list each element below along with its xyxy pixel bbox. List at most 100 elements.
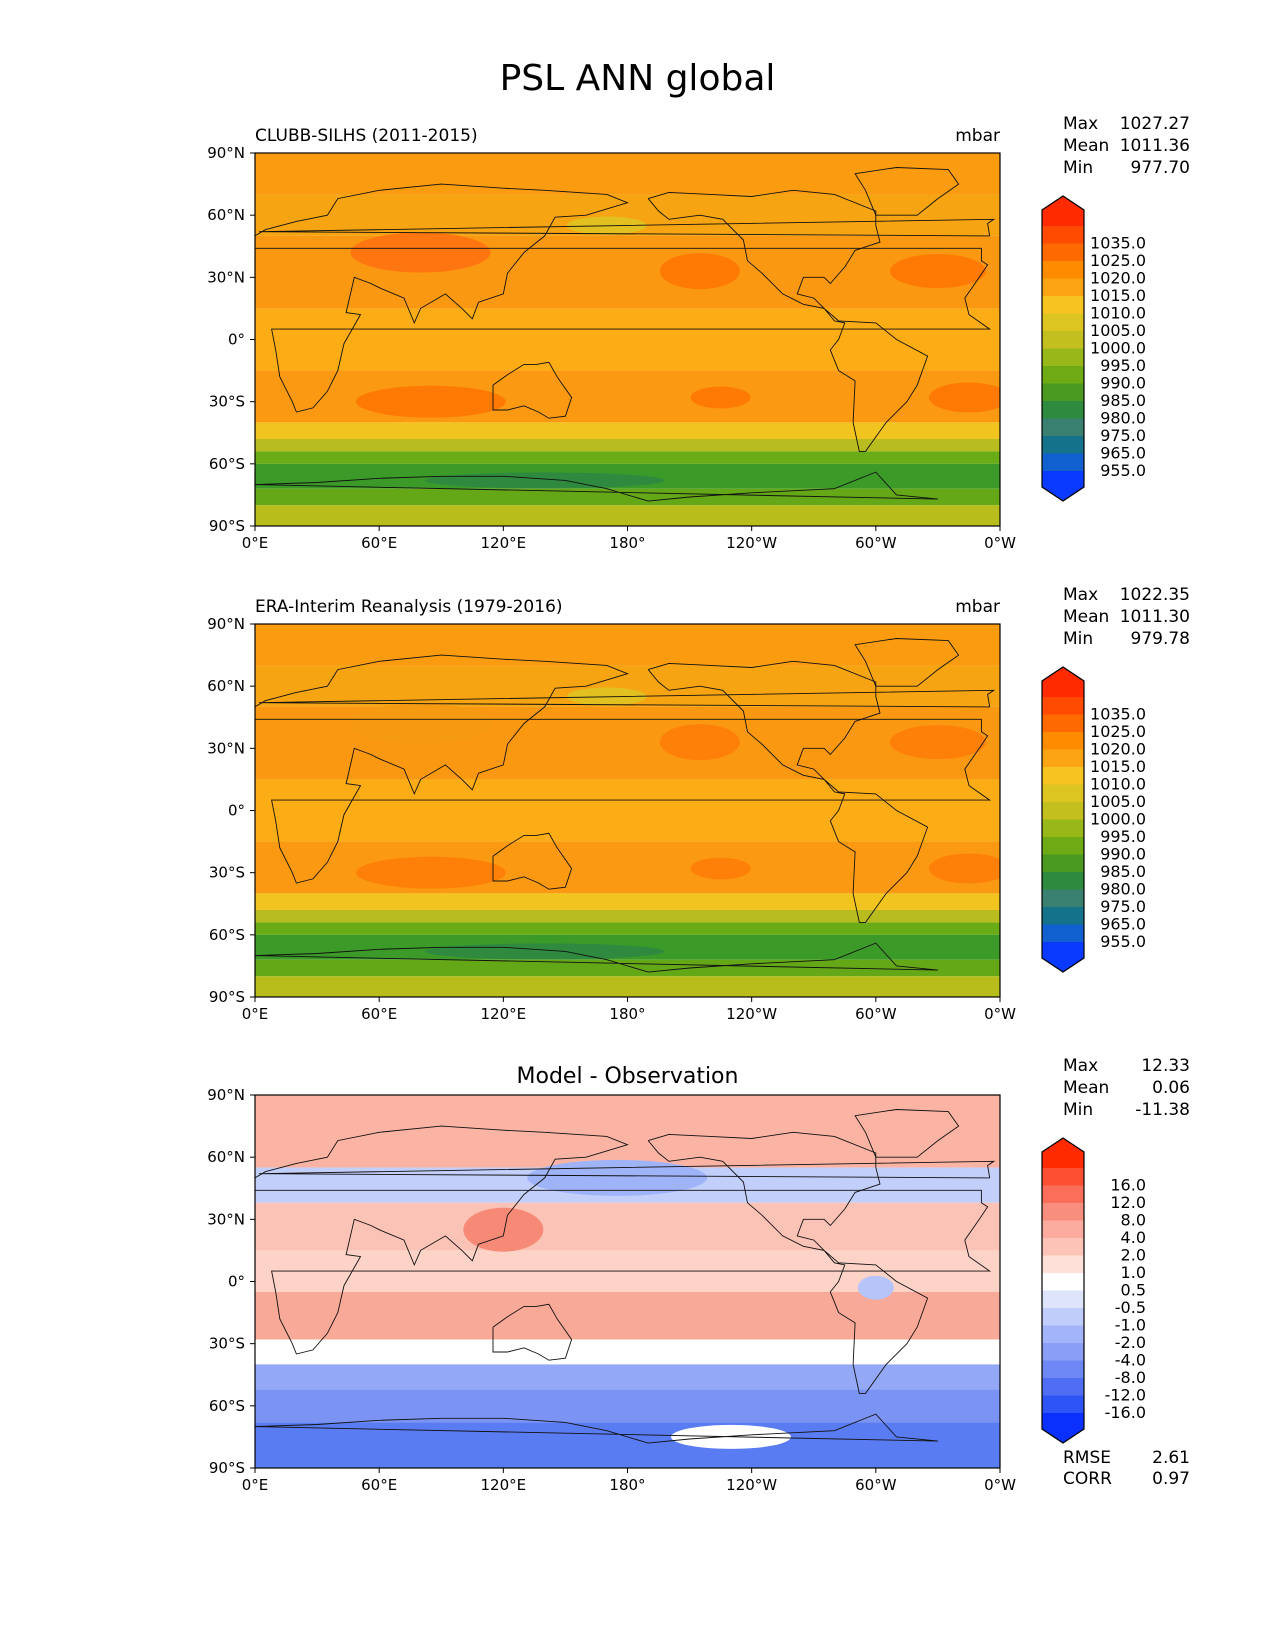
lat-tick-label: 0° [228, 331, 245, 349]
colorbar-segment [1042, 348, 1084, 367]
colorbar-segment [1042, 1220, 1084, 1239]
colorbar-segment [1042, 243, 1084, 262]
colorbar-label: 990.0 [1100, 845, 1146, 864]
colorbar-label: 1015.0 [1090, 286, 1146, 305]
lon-tick-label: 120°E [481, 534, 527, 552]
colorbar-segment [1042, 418, 1084, 437]
lat-tick-label: 30°S [209, 393, 245, 411]
lat-tick-label: 60°N [207, 1148, 245, 1166]
pressure-field [255, 153, 1000, 526]
colorbar-segment [1042, 436, 1084, 454]
colorbar-label: 990.0 [1100, 374, 1146, 393]
stat-value-min: -11.38 [1135, 1100, 1190, 1120]
colorbar-segment [1042, 1395, 1084, 1414]
panel-title: CLUBB-SILHS (2011-2015) [255, 126, 478, 146]
colorbar-label: -2.0 [1115, 1333, 1146, 1352]
colorbar-label: -0.5 [1115, 1298, 1146, 1317]
colorbar-label: 980.0 [1100, 409, 1146, 428]
coastline [255, 1125, 992, 1355]
coastline [492, 832, 573, 890]
colorbar-segment [1042, 383, 1084, 402]
lat-tick-label: 90°S [209, 988, 245, 1006]
coastline [255, 654, 992, 884]
colorbar-segment [1042, 1325, 1084, 1344]
colorbar-label: 955.0 [1100, 461, 1146, 480]
colorbar-segment [1042, 732, 1084, 750]
stat-value-corr: 0.97 [1152, 1469, 1190, 1489]
colorbar-segment [1042, 784, 1084, 803]
panel-obs: 90°N 60°N 30°N 0° 30°S 60°S 90°S0°E 60°E 120°E 18… [207, 585, 1190, 1023]
lat-tick-label: 30°N [207, 739, 245, 757]
colorbar-label: 965.0 [1100, 444, 1146, 463]
lon-tick-label: 180° [609, 1005, 645, 1023]
lon-tick-label: 0°E [242, 1476, 269, 1494]
colorbar-segment [1042, 1203, 1084, 1221]
colorbar-segment [1042, 1343, 1084, 1361]
colorbar-segment [1042, 1308, 1084, 1326]
colorbar-segment [1042, 1255, 1084, 1274]
stat-value-mean: 1011.30 [1120, 607, 1190, 627]
colorbar-label: 1025.0 [1090, 251, 1146, 270]
pressure-field [255, 624, 1000, 997]
lat-tick-label: 60°S [209, 1397, 245, 1415]
stat-label-rmse: RMSE [1063, 1448, 1111, 1468]
stat-label-mean: Mean [1063, 607, 1109, 627]
colorbar-segment [1042, 854, 1084, 873]
coastline [255, 183, 992, 413]
panel-units: mbar [955, 126, 1000, 146]
colorbar-segment [1042, 296, 1084, 314]
colorbar-label: 980.0 [1100, 880, 1146, 899]
colorbar-segment [1042, 767, 1084, 785]
coastline [647, 1131, 929, 1394]
colorbar-label: 0.5 [1121, 1281, 1146, 1300]
colorbar-min-extend [1042, 1413, 1084, 1443]
coastline [854, 1109, 960, 1158]
colorbar-segment [1042, 1378, 1084, 1396]
lat-tick-label: 0° [228, 1273, 245, 1291]
colorbar-segment [1042, 1168, 1084, 1186]
stat-label-mean: Mean [1063, 136, 1109, 156]
coastline [854, 167, 960, 216]
colorbar-segment [1042, 872, 1084, 890]
coastline [492, 361, 573, 419]
lon-tick-label: 0°W [984, 534, 1016, 552]
stat-label-mean: Mean [1063, 1078, 1109, 1098]
coastline [647, 660, 929, 923]
colorbar-label: 8.0 [1121, 1211, 1146, 1230]
lat-tick-label: 30°S [209, 864, 245, 882]
coastline [255, 942, 938, 997]
colorbar-label: 1020.0 [1090, 269, 1146, 288]
lon-tick-label: 0°E [242, 534, 269, 552]
coastline [255, 1413, 938, 1468]
colorbar-segment [1042, 714, 1084, 733]
stat-label-min: Min [1063, 1100, 1093, 1120]
colorbar-outline [1041, 1137, 1085, 1444]
stat-label-max: Max [1063, 114, 1098, 134]
colorbar-label: -8.0 [1115, 1368, 1146, 1387]
lon-tick-label: 60°W [855, 534, 897, 552]
colorbar-segment [1042, 1238, 1084, 1256]
colorbar-label: 965.0 [1100, 915, 1146, 934]
lon-tick-label: 120°W [726, 1005, 777, 1023]
lat-tick-label: 30°N [207, 268, 245, 286]
colorbar-segment [1042, 802, 1084, 820]
stat-value-max: 12.33 [1141, 1056, 1190, 1076]
stat-value-mean: 0.06 [1152, 1078, 1190, 1098]
panel-units: mbar [955, 597, 1000, 617]
lat-tick-label: 60°N [207, 677, 245, 695]
colorbar-segment [1042, 331, 1084, 349]
colorbar-label: 1035.0 [1090, 234, 1146, 253]
colorbar-min-extend [1042, 942, 1084, 972]
lon-tick-label: 180° [609, 534, 645, 552]
colorbar-segment [1042, 313, 1084, 332]
stat-label-max: Max [1063, 585, 1098, 605]
colorbar-label: -4.0 [1115, 1351, 1146, 1370]
colorbar-max-extend [1042, 1138, 1084, 1168]
colorbar-label: 2.0 [1121, 1246, 1146, 1265]
colorbar-label: 1010.0 [1090, 304, 1146, 323]
colorbar-segment [1042, 1273, 1084, 1291]
colorbar-max-extend [1042, 196, 1084, 226]
colorbar-segment [1042, 819, 1084, 838]
lat-tick-label: 30°N [207, 1210, 245, 1228]
